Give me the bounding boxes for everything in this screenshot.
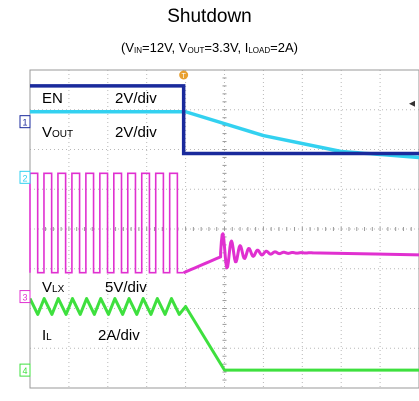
channel-markers: 1 2 3 4 T xyxy=(19,70,415,377)
trace-il xyxy=(28,297,419,372)
label-vlx: VLX xyxy=(42,279,65,296)
subtitle-text-2: =12V, V xyxy=(142,40,188,55)
chart-subtitle: (VIN=12V, VOUT=3.3V, ILOAD=2A) xyxy=(0,40,419,55)
subtitle-text-4: =3.3V, I xyxy=(204,40,249,55)
channel-marker-3: 3 xyxy=(22,293,27,303)
subtitle-subscript-1: IN xyxy=(134,46,143,55)
trigger-marker-label: T xyxy=(182,73,187,80)
subtitle-text-6: =2A) xyxy=(270,40,298,55)
scale-vout: 2V/div xyxy=(115,124,157,141)
channel-marker-1: 1 xyxy=(22,118,27,128)
channel-marker-box-4 xyxy=(19,363,31,377)
subtitle-subscript-3: OUT xyxy=(187,46,205,55)
channel-marker-box-1 xyxy=(19,115,31,129)
subtitle-subscript-5: LOAD xyxy=(248,46,271,55)
right-edge-arrow-icon xyxy=(409,100,415,107)
trace-vlx-ringing xyxy=(183,232,419,275)
channel-marker-box-2 xyxy=(19,170,31,184)
trace-vlx-switching xyxy=(29,172,184,274)
label-il: IL xyxy=(42,327,52,344)
channel-marker-box-3 xyxy=(19,290,31,304)
traces xyxy=(28,84,419,372)
label-vout: VOUT xyxy=(42,124,73,141)
scale-vlx: 5V/div xyxy=(105,279,147,296)
trigger-marker xyxy=(179,70,189,80)
trace-en xyxy=(30,84,419,156)
subtitle-text-0: (V xyxy=(121,40,135,55)
channel-marker-2: 2 xyxy=(22,173,27,183)
label-en: EN xyxy=(42,90,63,107)
channel-marker-4: 4 xyxy=(22,366,27,376)
chart-title: Shutdown xyxy=(167,6,252,27)
scale-en: 2V/div xyxy=(115,90,157,107)
scale-il: 2A/div xyxy=(98,327,140,344)
